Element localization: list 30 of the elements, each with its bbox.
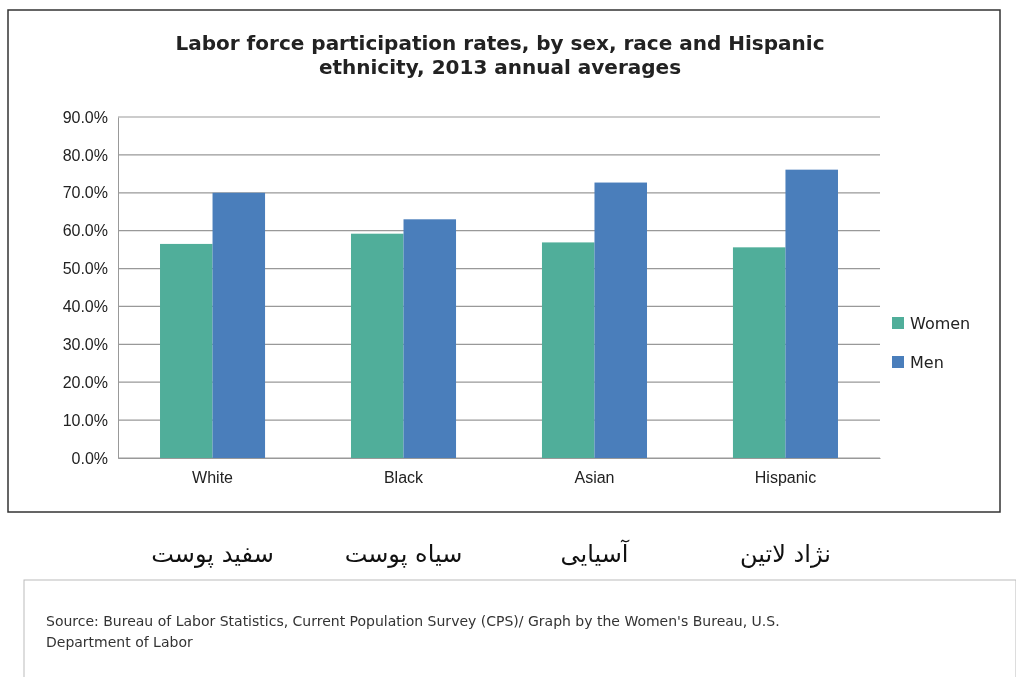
x-tick-label: Black: [383, 469, 425, 487]
x-tick-label: White: [192, 469, 234, 487]
y-tick-label: 10.0%: [62, 411, 108, 429]
x-tick-label: Asian: [574, 469, 615, 487]
y-tick-label: 60.0%: [62, 222, 108, 240]
bar: [212, 192, 266, 458]
y-tick-label: 30.0%: [62, 335, 108, 353]
bar: [785, 169, 838, 458]
bar: [350, 233, 404, 458]
y-tick-label: 50.0%: [62, 260, 108, 278]
source-note: Source: Bureau of Labor Statistics, Current Population Survey (CPS)/ Graph by the Women's Bureau, U.S. Department of Labor: [46, 613, 780, 650]
text: آسیایی: [560, 539, 630, 568]
bar: [160, 243, 213, 458]
legend-label: Men: [910, 353, 944, 372]
y-tick-label: 40.0%: [62, 298, 108, 316]
bar: [403, 219, 457, 458]
text: سفید پوست: [151, 540, 274, 568]
y-tick-label: 80.0%: [62, 146, 108, 164]
bar: [732, 247, 786, 458]
y-tick-label: 70.0%: [62, 184, 108, 202]
y-tick-label: 90.0%: [62, 108, 108, 126]
y-tick-label: 0.0%: [71, 449, 108, 467]
bar: [541, 242, 595, 458]
text: نژاد لاتین: [740, 540, 831, 568]
legend-label: Women: [910, 314, 971, 333]
y-tick-label: 20.0%: [62, 373, 108, 391]
text: سیاه پوست: [344, 540, 463, 568]
chart-title: Labor force participation rates, by sex, race and Hispanic ethnicity, 2013 annual averages: [175, 31, 825, 79]
bar: [594, 182, 648, 458]
x-tick-label: Hispanic: [754, 469, 817, 487]
